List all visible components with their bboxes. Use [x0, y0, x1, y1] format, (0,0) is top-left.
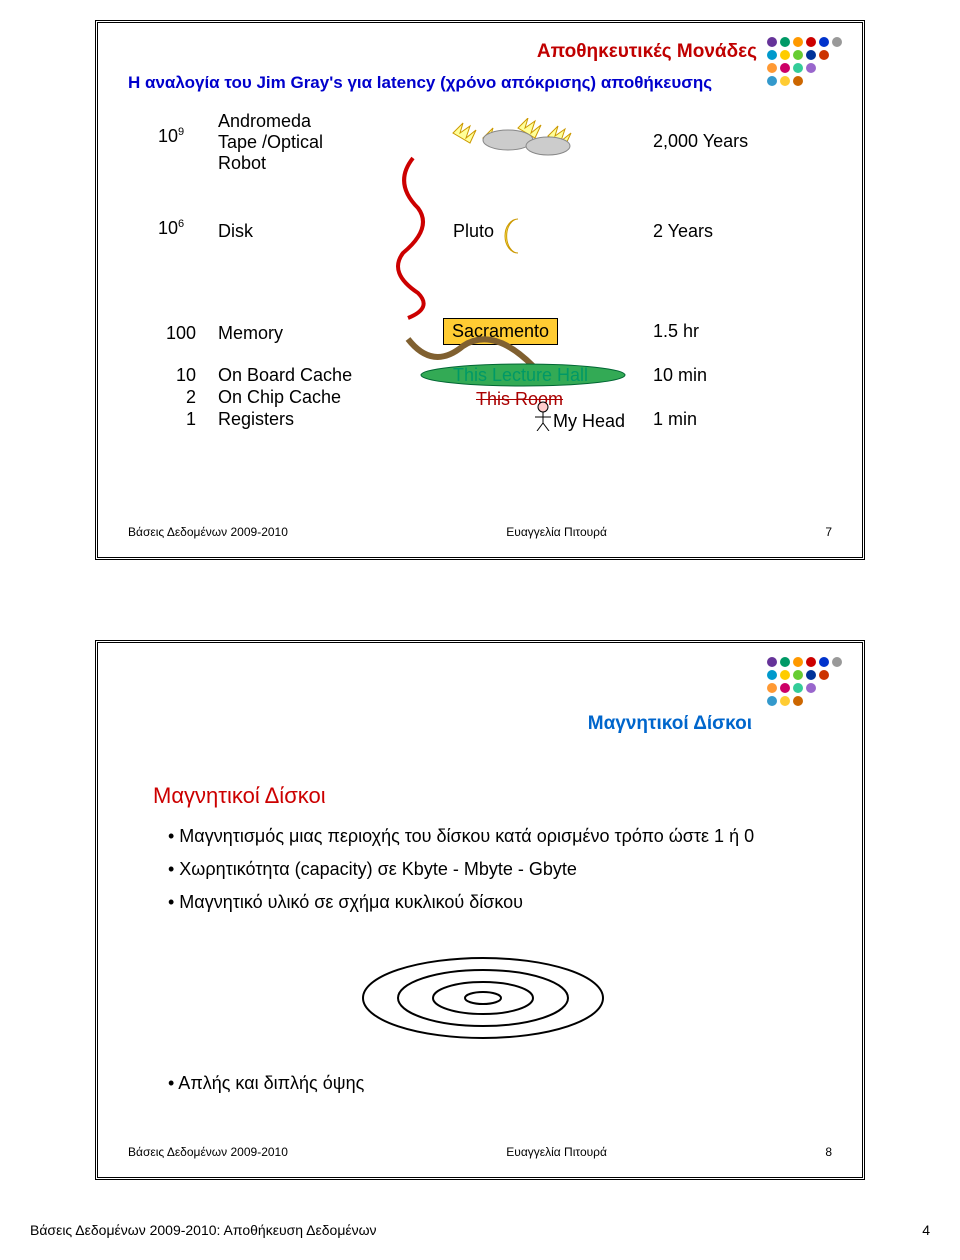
- footer-right: 7: [825, 525, 832, 539]
- r1-exp-base: 10: [158, 126, 178, 146]
- dots-row: [767, 63, 842, 73]
- dot: [780, 50, 790, 60]
- bullet-1: • Μαγνητισμός μιας περιοχής του δίσκου κ…: [168, 823, 802, 850]
- r1-exp-sup: 9: [178, 126, 184, 138]
- dot: [767, 657, 777, 667]
- footer-center: Ευαγγελία Πιτουρά: [506, 525, 607, 539]
- r6-exp: 1: [158, 409, 196, 430]
- r2-name: Disk: [218, 221, 253, 242]
- bullet-4: • Απλής και διπλής όψης: [168, 1073, 364, 1094]
- dot: [767, 50, 777, 60]
- r4-time: 10 min: [653, 365, 707, 386]
- dot: [819, 37, 829, 47]
- dots-row: [767, 37, 842, 47]
- r2-exp-sup: 6: [178, 218, 184, 230]
- dot: [767, 76, 777, 86]
- slide-1-footer: Βάσεις Δεδομένων 2009-2010 Ευαγγελία Πιτ…: [128, 525, 832, 539]
- dot: [793, 670, 803, 680]
- footer-right: 8: [825, 1145, 832, 1159]
- dot: [767, 63, 777, 73]
- r6-name: Registers: [218, 409, 294, 430]
- disk-platter-icon: [358, 953, 608, 1043]
- dot: [780, 683, 790, 693]
- dot: [806, 670, 816, 680]
- dot: [780, 63, 790, 73]
- dot: [793, 696, 803, 706]
- dots-row: [767, 50, 842, 60]
- slide-1-title: Αποθηκευτικές Μονάδες: [537, 41, 757, 63]
- dot: [806, 63, 816, 73]
- slide-2-section: Μαγνητικοί Δίσκοι: [153, 783, 326, 809]
- dot: [793, 50, 803, 60]
- dot: [780, 657, 790, 667]
- decoration-dots: [767, 37, 842, 86]
- r6-mid: My Head: [553, 411, 625, 432]
- dot: [819, 50, 829, 60]
- dot: [793, 63, 803, 73]
- dot: [793, 76, 803, 86]
- r4-mid: This Lecture Hall: [453, 365, 588, 386]
- slide-2-footer: Βάσεις Δεδομένων 2009-2010 Ευαγγελία Πιτ…: [128, 1145, 832, 1159]
- slide-1-subtitle: Η αναλογία του Jim Gray's για latency (χ…: [128, 73, 738, 93]
- dot: [793, 37, 803, 47]
- dots-row: [767, 696, 842, 706]
- bullet-2: • Χωρητικότητα (capacity) σε Kbyte - Mby…: [168, 856, 802, 883]
- page-footer-left: Βάσεις Δεδομένων 2009-2010: Αποθήκευση Δ…: [30, 1222, 377, 1238]
- r6-time: 1 min: [653, 409, 697, 430]
- page: Αποθηκευτικές Μονάδες Η αναλογία του Jim…: [0, 0, 960, 1260]
- red-squiggle-icon: [388, 153, 438, 328]
- dot: [832, 37, 842, 47]
- footer-left: Βάσεις Δεδομένων 2009-2010: [128, 525, 288, 539]
- r2-exp: 106: [158, 218, 184, 239]
- dot: [780, 37, 790, 47]
- dot: [806, 683, 816, 693]
- slide-2-title: Μαγνητικοί Δίσκοι: [588, 713, 752, 735]
- dot: [780, 670, 790, 680]
- dots-row: [767, 76, 842, 86]
- dot: [819, 657, 829, 667]
- bullet-3: • Μαγνητικό υλικό σε σχήμα κυκλικού δίσκ…: [168, 889, 802, 916]
- slide-2-bullets: • Μαγνητισμός μιας περιοχής του δίσκου κ…: [168, 823, 802, 922]
- dot: [806, 50, 816, 60]
- slide-2: Μαγνητικοί Δίσκοι Μαγνητικοί Δίσκοι • Μα…: [95, 640, 865, 1180]
- dot: [806, 657, 816, 667]
- r2-time: 2 Years: [653, 221, 713, 242]
- footer-center: Ευαγγελία Πιτουρά: [506, 1145, 607, 1159]
- dots-row: [767, 657, 842, 667]
- dot: [767, 670, 777, 680]
- r1-time: 2,000 Years: [653, 131, 748, 152]
- dot: [832, 657, 842, 667]
- stick-figure-icon: [533, 401, 553, 431]
- dot: [793, 657, 803, 667]
- dot: [767, 683, 777, 693]
- footer-left: Βάσεις Δεδομένων 2009-2010: [128, 1145, 288, 1159]
- dot: [806, 37, 816, 47]
- dot: [780, 76, 790, 86]
- dot: [780, 696, 790, 706]
- r5-name: On Chip Cache: [218, 387, 341, 408]
- dot: [793, 683, 803, 693]
- dots-row: [767, 683, 842, 693]
- andromeda-galaxy-icon: [448, 118, 588, 168]
- r2-exp-base: 10: [158, 218, 178, 238]
- r1-exp: 109: [158, 126, 184, 147]
- r4-exp: 10: [158, 365, 196, 386]
- dots-row: [767, 670, 842, 680]
- r3-name: Memory: [218, 323, 283, 344]
- decoration-dots: [767, 657, 842, 706]
- r1-name: Andromeda Tape /Optical Robot: [218, 111, 323, 174]
- slide-1: Αποθηκευτικές Μονάδες Η αναλογία του Jim…: [95, 20, 865, 560]
- r4-name: On Board Cache: [218, 365, 352, 386]
- r3-exp: 100: [158, 323, 196, 344]
- r3-time: 1.5 hr: [653, 321, 699, 342]
- dot: [767, 37, 777, 47]
- page-footer: Βάσεις Δεδομένων 2009-2010: Αποθήκευση Δ…: [30, 1222, 930, 1238]
- r2-mid: Pluto: [453, 221, 494, 242]
- dot: [819, 670, 829, 680]
- page-footer-right: 4: [922, 1222, 930, 1238]
- r5-exp: 2: [158, 387, 196, 408]
- pluto-moon-icon: [498, 216, 528, 256]
- dot: [767, 696, 777, 706]
